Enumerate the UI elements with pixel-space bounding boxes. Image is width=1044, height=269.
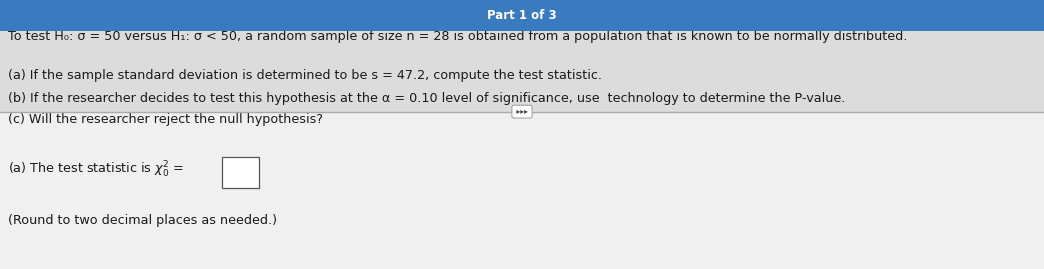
Text: (Round to two decimal places as needed.): (Round to two decimal places as needed.) [8,214,278,227]
Text: ▸▸▸: ▸▸▸ [514,107,530,116]
Text: Part 1 of 3: Part 1 of 3 [488,9,556,22]
Text: (c) Will the researcher reject the null hypothesis?: (c) Will the researcher reject the null … [8,113,324,126]
Bar [222,157,259,188]
Text: (a) The test statistic is $\chi_0^2$ =: (a) The test statistic is $\chi_0^2$ = [8,160,186,179]
Bar [0,0,1044,31]
Text: To test H₀: σ = 50 versus H₁: σ < 50, a random sample of size n = 28 is obtained: To test H₀: σ = 50 versus H₁: σ < 50, a … [8,30,907,43]
Bar [0,31,1044,112]
Text: (a) If the sample standard deviation is determined to be s = 47.2, compute the t: (a) If the sample standard deviation is … [8,69,602,82]
Text: (b) If the researcher decides to test this hypothesis at the α = 0.10 level of s: (b) If the researcher decides to test th… [8,92,846,105]
Bar [0,112,1044,269]
